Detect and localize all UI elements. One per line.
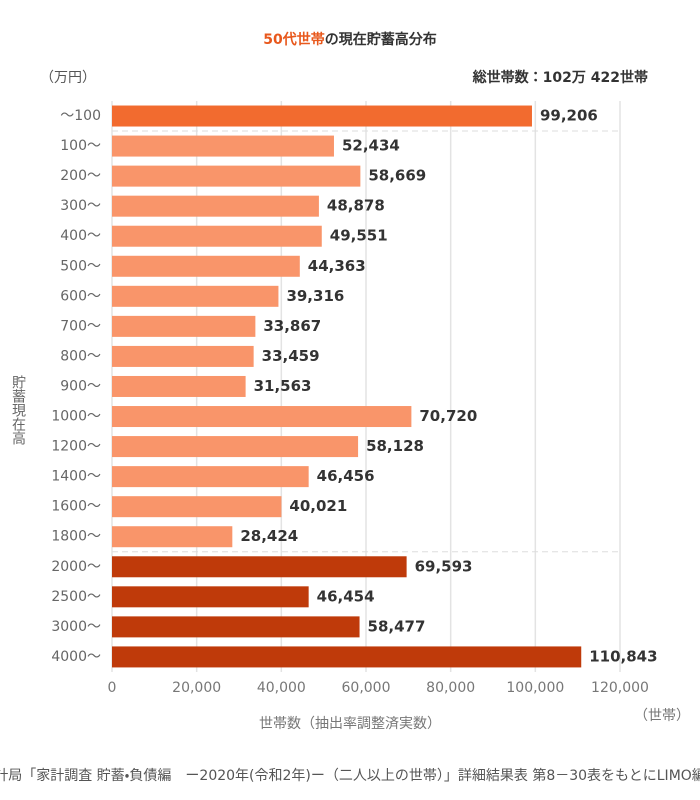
value-label: 58,128 bbox=[366, 437, 424, 455]
y-axis-label: 貯蓄現在高 bbox=[10, 375, 26, 446]
x-tick-label: 80,000 bbox=[426, 680, 475, 696]
bar bbox=[112, 195, 319, 217]
bar bbox=[112, 436, 359, 458]
value-label: 33,867 bbox=[263, 317, 321, 335]
y-tick-label: 900～ bbox=[60, 378, 101, 394]
bar bbox=[112, 586, 309, 608]
bar bbox=[112, 466, 309, 488]
y-tick-label: 1200～ bbox=[51, 439, 101, 455]
y-tick-label: 2500～ bbox=[51, 589, 101, 605]
bar bbox=[112, 616, 360, 638]
bar bbox=[112, 105, 532, 127]
bar bbox=[112, 315, 256, 337]
value-label: 70,720 bbox=[419, 407, 477, 425]
x-tick-label: 40,000 bbox=[257, 680, 306, 696]
bar bbox=[112, 526, 233, 548]
y-tick-label: 2000～ bbox=[51, 559, 101, 575]
bar bbox=[112, 496, 282, 518]
title-rest: の現在貯蓄高分布 bbox=[325, 31, 437, 48]
bar bbox=[112, 646, 582, 668]
value-label: 46,454 bbox=[317, 587, 375, 605]
y-tick-label: 600～ bbox=[60, 288, 101, 304]
x-unit: （世帯） bbox=[634, 708, 690, 724]
value-label: 39,316 bbox=[286, 287, 344, 305]
bar bbox=[112, 165, 361, 187]
y-tick-label: 1400～ bbox=[51, 469, 101, 485]
value-label: 40,021 bbox=[289, 497, 347, 515]
value-label: 58,669 bbox=[368, 167, 426, 185]
bar bbox=[112, 255, 300, 277]
y-tick-label: 1600～ bbox=[51, 499, 101, 515]
value-label: 33,459 bbox=[262, 347, 320, 365]
value-label: 48,878 bbox=[327, 197, 385, 215]
y-tick-label: 1000～ bbox=[51, 409, 101, 425]
y-tick-label: ～100 bbox=[60, 108, 101, 124]
value-label: 69,593 bbox=[415, 557, 473, 575]
y-tick-label: 4000～ bbox=[51, 649, 101, 665]
y-tick-label: 1800～ bbox=[51, 529, 101, 545]
bar bbox=[112, 225, 322, 247]
y-tick-label: 100～ bbox=[60, 138, 101, 154]
y-tick-label: 700～ bbox=[60, 318, 101, 334]
source-note: 総務省統計局「家計調査 貯蓄・負債編 ー2020年(令和2年)ー（二人以上の世帯… bbox=[0, 767, 700, 784]
bar bbox=[112, 285, 279, 307]
y-tick-label: 3000～ bbox=[51, 619, 101, 635]
value-label: 58,477 bbox=[368, 617, 426, 635]
total-note: 総世帯数：102万 422世帯 bbox=[472, 69, 648, 86]
y-tick-label: 800～ bbox=[60, 348, 101, 364]
title-highlight: 50代世帯 bbox=[263, 31, 324, 48]
y-unit: （万円） bbox=[40, 70, 96, 86]
value-label: 46,456 bbox=[317, 467, 375, 485]
x-tick-label: 60,000 bbox=[342, 680, 391, 696]
value-label: 44,363 bbox=[308, 257, 366, 275]
value-label: 110,843 bbox=[589, 647, 657, 665]
chart-title: 50代世帯の現在貯蓄高分布 bbox=[263, 31, 436, 48]
value-label: 49,551 bbox=[330, 227, 388, 245]
bar bbox=[112, 406, 412, 428]
bar bbox=[112, 375, 246, 397]
bar bbox=[112, 556, 407, 578]
x-tick-label: 120,000 bbox=[591, 680, 649, 696]
x-tick-label: 0 bbox=[108, 680, 117, 696]
value-label: 28,424 bbox=[240, 527, 298, 545]
y-tick-label: 200～ bbox=[60, 168, 101, 184]
y-tick-label: 300～ bbox=[60, 198, 101, 214]
y-tick-label: 400～ bbox=[60, 228, 101, 244]
y-tick-label: 500～ bbox=[60, 258, 101, 274]
bar bbox=[112, 135, 334, 157]
bar bbox=[112, 345, 254, 367]
value-label: 31,563 bbox=[254, 377, 312, 395]
x-axis-label: 世帯数（抽出率調整済実数） bbox=[259, 716, 441, 732]
x-tick-label: 100,000 bbox=[506, 680, 564, 696]
x-tick-label: 20,000 bbox=[172, 680, 221, 696]
value-label: 99,206 bbox=[540, 107, 598, 125]
value-label: 52,434 bbox=[342, 137, 400, 155]
